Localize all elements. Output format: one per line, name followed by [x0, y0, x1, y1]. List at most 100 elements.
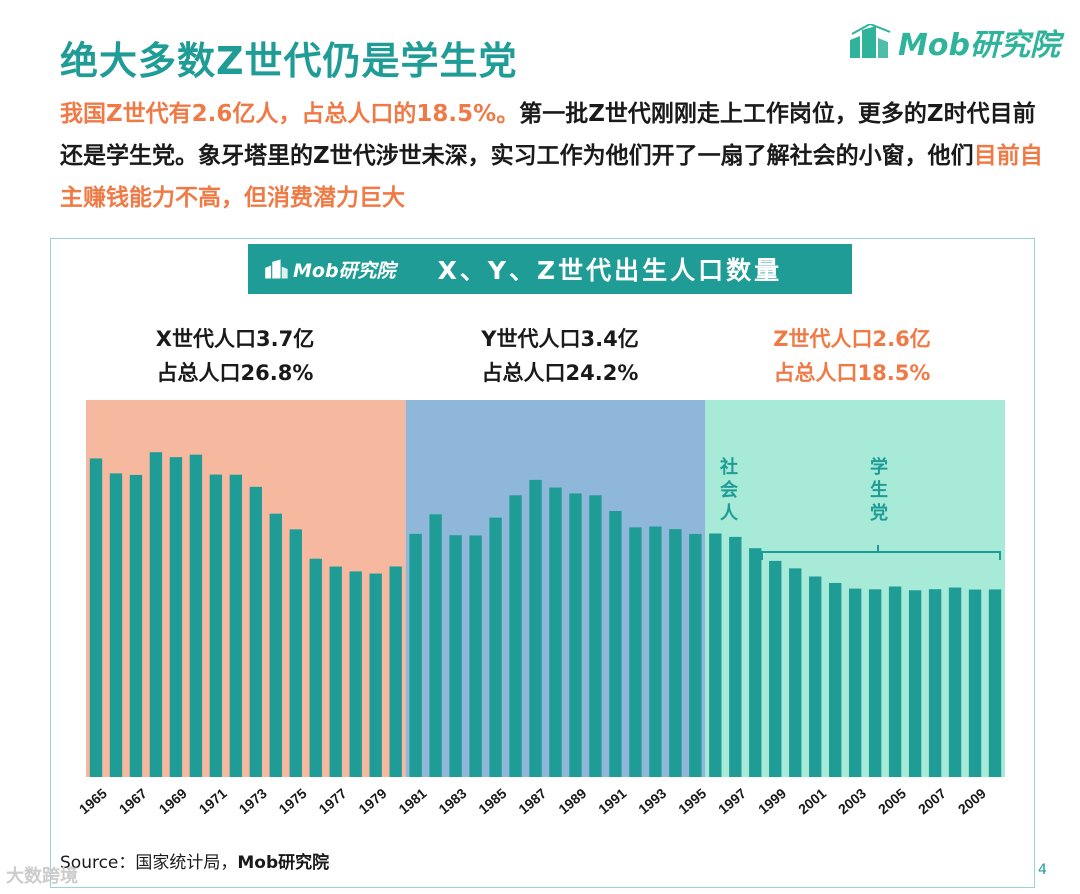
x-tick-label: 1977 — [316, 785, 350, 817]
student-annotation: 学生党 — [870, 457, 888, 524]
bar-1979 — [369, 573, 382, 777]
bar-1984 — [469, 535, 482, 777]
bar-1983 — [449, 535, 462, 777]
bar-1970 — [189, 454, 203, 777]
watermark: 大数跨境 — [6, 866, 78, 887]
bar-1966 — [109, 473, 123, 777]
bar-1992 — [629, 527, 642, 777]
bar-1975 — [289, 529, 302, 777]
bar-1981 — [409, 533, 422, 777]
x-tick-label: 1973 — [236, 785, 270, 817]
chart-banner: Mob研究院 X、Y、Z世代出生人口数量 — [248, 244, 852, 294]
bar-1977 — [329, 566, 342, 777]
x-tick-label: 1995 — [675, 785, 709, 817]
bar-1991 — [609, 510, 622, 777]
x-tick-label: 1979 — [355, 785, 389, 817]
bar-2003 — [848, 588, 862, 777]
bar-2010 — [988, 589, 1002, 777]
z-gen-label: Z世代人口2.6亿 占总人口18.5% — [722, 322, 982, 390]
x-tick-label: 1999 — [755, 785, 789, 817]
banner-brand: Mob研究院 — [264, 256, 396, 283]
source-note: Source：国家统计局，Mob研究院 — [60, 848, 329, 873]
x-tick-label: 1967 — [116, 785, 150, 817]
x-tick-label: 1969 — [156, 785, 190, 817]
bar-1997 — [729, 536, 742, 777]
bar-1973 — [249, 486, 263, 777]
bar-2004 — [868, 589, 882, 777]
bar-2006 — [908, 590, 922, 777]
x-tick-label: 1989 — [555, 785, 589, 817]
intro-paragraph: 我国Z世代有2.6亿人，占总人口的18.5%。第一批Z世代刚刚走上工作岗位，更多… — [60, 93, 1050, 219]
x-tick-label: 2001 — [795, 785, 829, 817]
bar-1989 — [569, 493, 582, 777]
bar-1994 — [669, 529, 682, 777]
x-tick-label: 2005 — [875, 785, 909, 817]
intro-highlight-consumption: 目前自主赚钱能力不高，但消费潜力巨大 — [60, 143, 1043, 211]
bar-1995 — [689, 533, 702, 777]
x-gen-label: X世代人口3.7亿 占总人口26.8% — [105, 322, 365, 390]
source-prefix: Source：国家统计局， — [60, 853, 238, 873]
x-tick-label: 1985 — [475, 785, 509, 817]
x-tick-label: 1991 — [595, 785, 629, 817]
bar-2005 — [888, 586, 902, 777]
bar-2008 — [948, 587, 962, 777]
building-icon — [265, 259, 288, 279]
bar-1967 — [129, 474, 143, 777]
bar-1978 — [349, 571, 362, 777]
bar-1987 — [529, 479, 542, 777]
x-tick-label: 1983 — [435, 785, 469, 817]
bar-1988 — [549, 487, 562, 777]
student-bracket — [761, 545, 1001, 560]
building-icon — [850, 24, 891, 58]
page-number: 4 — [1038, 862, 1047, 878]
bar-2009 — [968, 589, 982, 777]
x-tick-label: 2007 — [915, 785, 949, 817]
bar-1965 — [89, 458, 103, 777]
working-annotation: 社会人 — [720, 457, 738, 524]
y-gen-label: Y世代人口3.4亿 占总人口24.2% — [430, 322, 690, 390]
bar-1986 — [509, 495, 522, 777]
bar-1972 — [229, 474, 243, 777]
bar-1976 — [309, 558, 322, 777]
bar-1969 — [169, 457, 183, 777]
intro-body: 第一批Z世代刚刚走上工作岗位，更多的Z时代目前还是学生党。象牙塔里的Z世代涉世未… — [60, 101, 1036, 169]
x-tick-label: 1965 — [76, 785, 110, 817]
x-tick-label: 1993 — [635, 785, 669, 817]
x-tick-label: 1981 — [395, 785, 429, 817]
x-tick-label: 1975 — [276, 785, 310, 817]
bar-1971 — [209, 474, 223, 777]
intro-highlight-population: 我国Z世代有2.6亿人，占总人口的18.5%。 — [60, 101, 520, 127]
x-gen-population: X世代人口3.7亿 — [155, 327, 315, 351]
y-gen-share: 占总人口24.2% — [481, 361, 639, 385]
page-title: 绝大多数Z世代仍是学生党 — [60, 39, 518, 83]
z-gen-population: Z世代人口2.6亿 — [773, 327, 931, 351]
bar-1990 — [589, 495, 602, 777]
bar-1993 — [649, 526, 662, 777]
y-gen-population: Y世代人口3.4亿 — [481, 327, 639, 351]
x-tick-label: 2003 — [835, 785, 869, 817]
bar-2007 — [928, 589, 942, 777]
x-tick-label: 1987 — [515, 785, 549, 817]
x-gen-share: 占总人口26.8% — [156, 361, 314, 385]
brand-logo: Mob研究院 — [848, 20, 1060, 64]
chart-frame — [50, 238, 1035, 888]
bar-1998 — [749, 548, 762, 777]
bar-2000 — [789, 568, 802, 777]
bar-1980 — [389, 566, 402, 777]
x-tick-label: 2009 — [955, 785, 989, 817]
banner-brand-name: Mob研究院 — [293, 259, 396, 282]
bar-1968 — [149, 452, 163, 777]
bar-1996 — [709, 533, 722, 777]
chart-title: X、Y、Z世代出生人口数量 — [437, 256, 783, 285]
z-gen-share: 占总人口18.5% — [773, 361, 931, 385]
bar-1985 — [489, 517, 502, 777]
bar-1982 — [429, 514, 442, 777]
x-tick-label: 1971 — [196, 785, 230, 817]
x-tick-label: 1997 — [715, 785, 749, 817]
brand-name: Mob研究院 — [898, 28, 1060, 63]
source-brand: Mob研究院 — [237, 853, 330, 873]
bar-2002 — [828, 582, 842, 777]
bar-1999 — [769, 560, 782, 777]
bar-1974 — [269, 513, 282, 777]
